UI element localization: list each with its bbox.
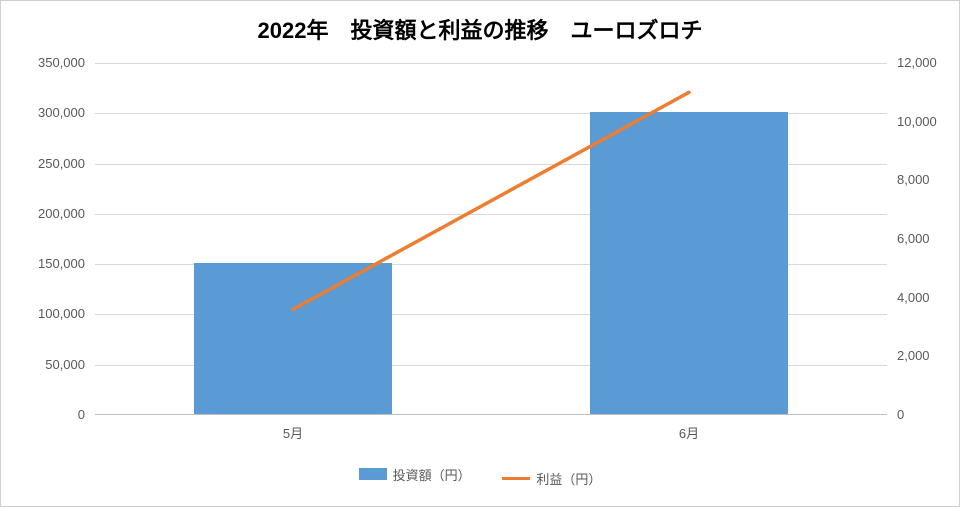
bar [590,112,788,414]
plot-area [95,63,887,415]
legend-item-bar: 投資額（円） [359,465,471,484]
y-left-tick-label: 150,000 [5,256,85,271]
y-right-tick-label: 0 [897,407,904,422]
y-left-tick-label: 200,000 [5,206,85,221]
y-right-tick-label: 12,000 [897,55,937,70]
legend-swatch-line [502,477,530,480]
legend-item-line: 利益（円） [502,469,601,488]
legend-label-line: 利益（円） [536,469,601,488]
y-right-tick-label: 4,000 [897,290,930,305]
legend-swatch-bar [359,468,387,480]
bar [194,263,392,414]
y-left-tick-label: 50,000 [5,357,85,372]
legend-label-bar: 投資額（円） [393,465,471,484]
x-tick-label: 5月 [253,423,333,442]
y-left-tick-label: 0 [5,407,85,422]
y-left-tick-label: 250,000 [5,156,85,171]
gridline [95,63,887,64]
y-right-tick-label: 2,000 [897,348,930,363]
y-left-tick-label: 100,000 [5,306,85,321]
y-right-tick-label: 6,000 [897,231,930,246]
y-left-tick-label: 300,000 [5,105,85,120]
chart-title: 2022年 投資額と利益の推移 ユーロズロチ [1,1,959,45]
y-left-tick-label: 350,000 [5,55,85,70]
legend: 投資額（円） 利益（円） [1,465,959,489]
y-right-tick-label: 10,000 [897,114,937,129]
x-tick-label: 6月 [649,423,729,442]
y-right-tick-label: 8,000 [897,172,930,187]
